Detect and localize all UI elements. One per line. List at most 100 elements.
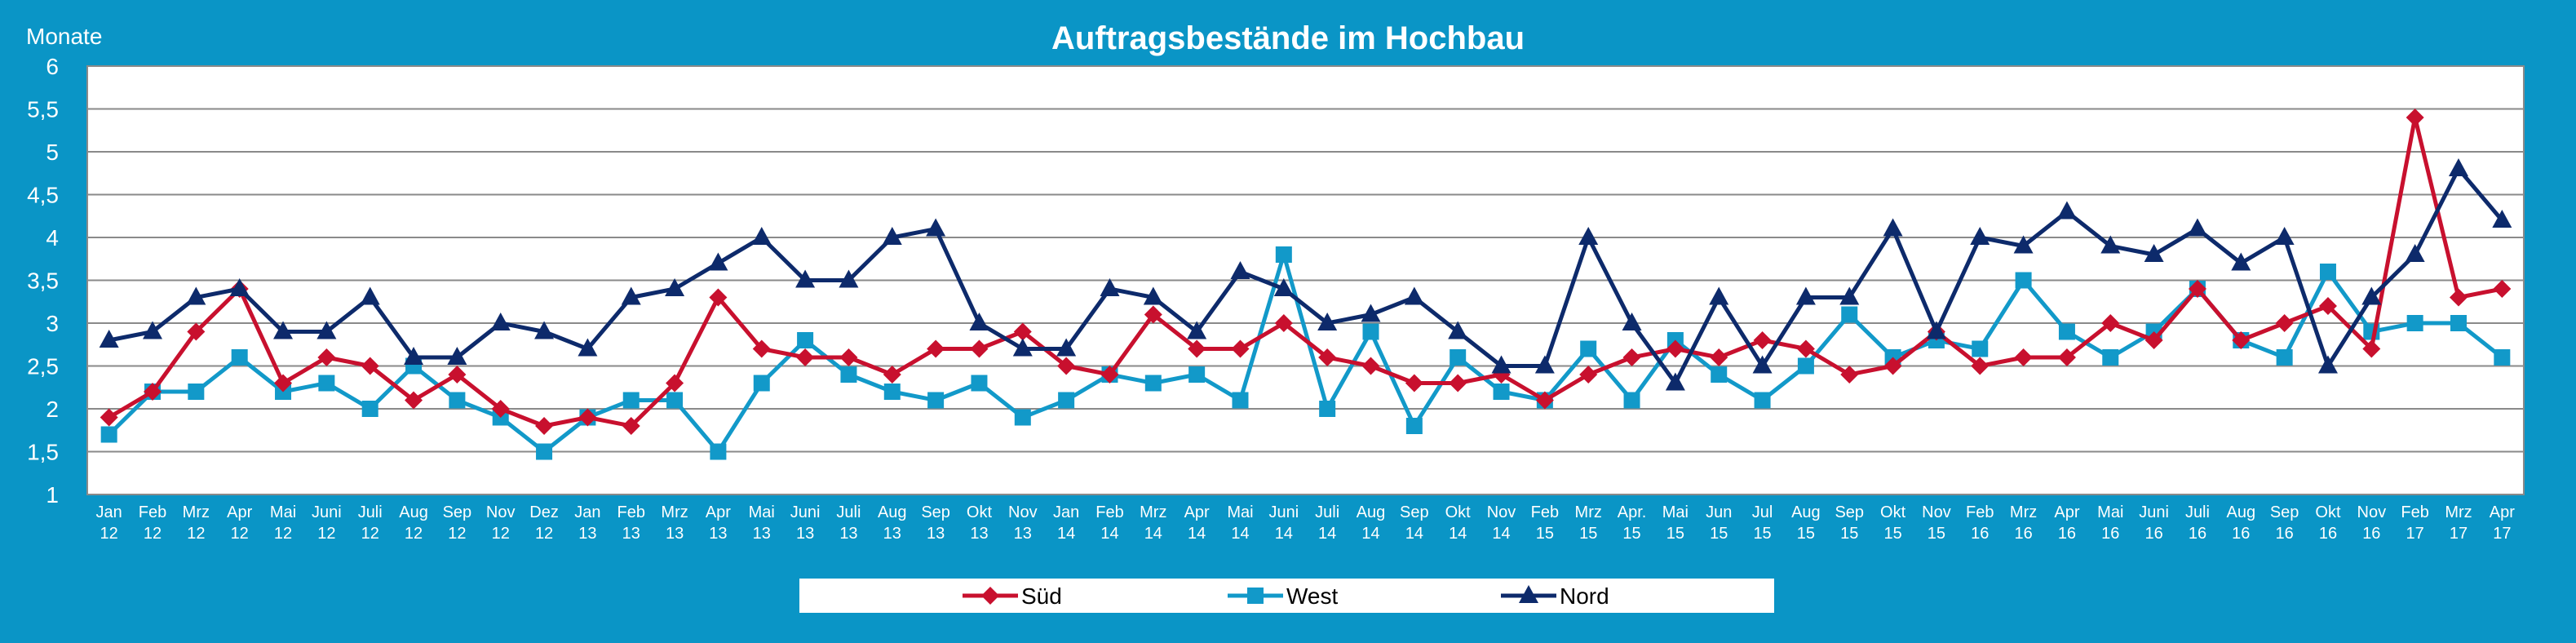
data-point-nord — [2317, 355, 2338, 374]
data-point-nord — [186, 286, 206, 305]
data-point-sued — [2362, 339, 2381, 358]
x-tick-month: Juni — [2139, 503, 2169, 521]
data-point-sued — [2188, 280, 2206, 298]
data-point-sued — [709, 288, 728, 307]
data-point-nord — [1534, 355, 1555, 374]
data-point-nord — [708, 252, 728, 271]
x-tick-month: Mai — [1662, 503, 1689, 521]
data-point-sued — [2057, 348, 2076, 366]
x-tick-year: 13 — [578, 525, 596, 543]
data-point-sued — [1231, 339, 1250, 358]
data-point-sued — [666, 374, 684, 392]
x-tick-month: Feb — [617, 503, 645, 521]
y-tick-label: 5,5 — [27, 97, 59, 122]
x-tick-month: Okt — [1445, 503, 1472, 521]
x-tick-year: 15 — [1840, 525, 1858, 543]
data-point-sued — [317, 348, 336, 366]
data-point-west — [666, 392, 684, 409]
data-point-nord — [926, 218, 946, 237]
x-tick-year: 16 — [2189, 525, 2206, 543]
x-tick-year: 13 — [666, 525, 684, 543]
x-tick-month: Nov — [2357, 503, 2387, 521]
x-tick-month: Feb — [1531, 503, 1559, 521]
x-tick-year: 14 — [1144, 525, 1162, 543]
x-tick-month: Jun — [1706, 503, 1732, 521]
data-point-sued — [883, 366, 901, 384]
x-tick-year: 12 — [274, 525, 292, 543]
x-tick-month: Aug — [1791, 503, 1821, 521]
data-point-nord — [404, 347, 424, 365]
x-tick-month: Sep — [921, 503, 950, 521]
data-point-nord — [2013, 235, 2034, 254]
x-tick-month: Jan — [1053, 503, 1079, 521]
x-tick-month: Mrz — [2445, 503, 2472, 521]
y-tick-label: 4,5 — [27, 183, 59, 208]
data-point-west — [100, 426, 117, 443]
data-point-sued — [1710, 348, 1728, 366]
x-tick-year: 14 — [1449, 525, 1467, 543]
data-point-sued — [1579, 366, 1598, 384]
data-point-nord — [1839, 286, 1860, 305]
data-point-sued — [2493, 280, 2512, 298]
x-tick-year: 15 — [1928, 525, 1945, 543]
data-point-west — [1841, 306, 1858, 323]
x-tick-year: 13 — [839, 525, 857, 543]
data-point-sued — [187, 322, 206, 341]
legend-box — [799, 579, 1774, 613]
data-point-nord — [1883, 218, 1903, 237]
y-tick-label: 2,5 — [27, 354, 59, 379]
data-point-west — [2058, 323, 2075, 340]
x-tick-month: Aug — [399, 503, 428, 521]
x-tick-year: 12 — [100, 525, 118, 543]
data-point-sued — [1318, 348, 1337, 366]
data-point-nord — [360, 286, 380, 305]
x-tick-month: Juni — [312, 503, 342, 521]
x-tick-year: 16 — [2319, 525, 2337, 543]
data-point-west — [1188, 366, 1206, 383]
data-point-nord — [1795, 286, 1816, 305]
data-point-west — [188, 384, 205, 400]
data-point-sued — [1796, 339, 1815, 358]
x-tick-year: 15 — [1710, 525, 1728, 543]
legend-item-nord: Nord — [1501, 583, 1609, 609]
x-tick-year: 12 — [535, 525, 553, 543]
data-point-nord — [1491, 355, 1512, 374]
data-point-west — [2406, 315, 2423, 331]
data-point-sued — [2014, 348, 2033, 366]
x-tick-month: Okt — [2315, 503, 2341, 521]
data-point-sued — [1840, 366, 1859, 384]
chart-title: Auftragsbestände im Hochbau — [1051, 20, 1525, 56]
legend-marker — [981, 587, 999, 605]
x-tick-year: 14 — [1057, 525, 1075, 543]
data-point-sued — [1405, 374, 1423, 392]
x-tick-month: Okt — [967, 503, 993, 521]
x-tick-year: 16 — [2232, 525, 2250, 543]
data-point-west — [1493, 384, 1510, 400]
x-tick-year: 17 — [2450, 525, 2468, 543]
x-tick-year: 15 — [1579, 525, 1597, 543]
x-axis-ticks: Jan 12 Feb 12 Mrz 12 Apr 12 Mai 12 Juni 12 Juli 12 Aug… — [96, 503, 2516, 543]
data-point-nord — [1100, 278, 1120, 296]
data-point-nord — [882, 227, 902, 245]
data-point-sued — [1274, 314, 1293, 332]
x-tick-year: 14 — [1405, 525, 1423, 543]
y-tick-label: 3,5 — [27, 268, 59, 294]
legend-item-sued: Süd — [963, 583, 1062, 609]
data-point-nord — [2100, 235, 2121, 254]
x-tick-month: Nov — [486, 503, 516, 521]
data-point-sued — [578, 408, 597, 427]
data-point-nord — [1709, 286, 1729, 305]
x-tick-year: 13 — [883, 525, 901, 543]
data-point-west — [1014, 409, 1031, 426]
x-tick-year: 15 — [1883, 525, 1901, 543]
data-point-west — [318, 375, 335, 392]
data-point-sued — [2144, 331, 2163, 349]
y-tick-label: 1 — [46, 482, 59, 508]
x-tick-month: Aug — [878, 503, 907, 521]
data-point-west — [971, 375, 988, 392]
x-tick-month: Nov — [1008, 503, 1038, 521]
data-point-nord — [229, 278, 250, 296]
y-tick-label: 5 — [46, 140, 59, 165]
data-point-west — [1580, 340, 1597, 357]
data-point-west — [883, 384, 901, 400]
